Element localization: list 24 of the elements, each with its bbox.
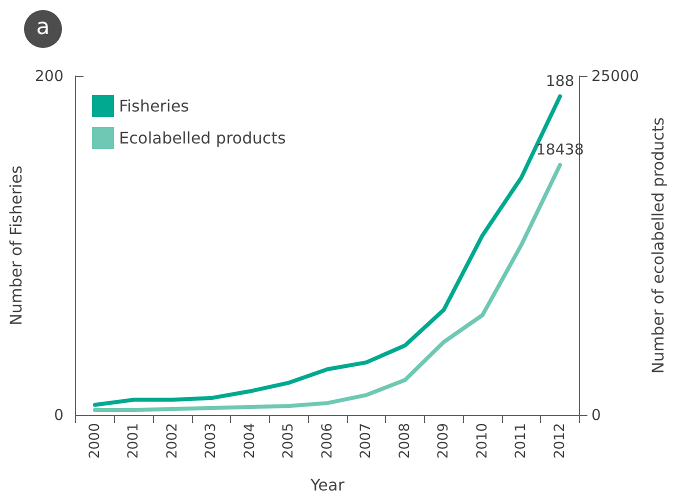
legend-label: Ecolabelled products — [119, 128, 286, 148]
y-tick-label: 200 — [34, 67, 64, 85]
x-tick-label: 2008 — [396, 423, 413, 459]
x-tick-label: 2007 — [358, 423, 374, 459]
x-tick-label: 2000 — [86, 423, 103, 459]
y2-tick-label: 0 — [591, 406, 601, 424]
x-tick-label: 2003 — [203, 423, 220, 459]
x-tick-label: 2010 — [474, 423, 490, 459]
x-tick-label: 2002 — [164, 423, 180, 459]
x-tick-label: 2009 — [436, 423, 452, 459]
y2-tick-label: 25000 — [591, 67, 640, 85]
x-tick-label: 2012 — [552, 423, 568, 459]
x-axis-title: Year — [310, 476, 345, 494]
y-axis-title: Number of Fisheries — [6, 166, 26, 326]
y2-axis-title: Number of ecolabelled products — [648, 117, 668, 374]
x-tick-label: 2005 — [280, 423, 297, 459]
x-tick-label: 2004 — [242, 422, 258, 459]
x-tick-label: 2006 — [319, 422, 336, 459]
text: a — [24, 10, 62, 48]
x-tick-label: 2001 — [126, 423, 142, 459]
line-series — [92, 162, 562, 412]
legend-label: Fisheries — [119, 96, 190, 116]
data-label: 188 — [546, 72, 574, 90]
x-tick-label: 2011 — [513, 423, 530, 459]
